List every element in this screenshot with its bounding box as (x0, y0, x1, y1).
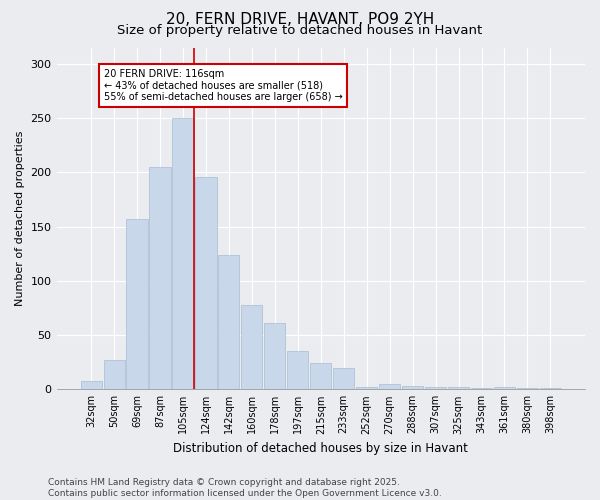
Bar (196, 176, 217, 390)
Text: Contains HM Land Registry data © Crown copyright and database right 2025.
Contai: Contains HM Land Registry data © Crown c… (48, 478, 442, 498)
Bar (218, 255, 239, 390)
Y-axis label: Number of detached properties: Number of detached properties (15, 130, 25, 306)
Bar (264, 323, 286, 390)
Bar (425, 387, 446, 390)
Text: 20 FERN DRIVE: 116sqm
← 43% of detached houses are smaller (518)
55% of semi-det: 20 FERN DRIVE: 116sqm ← 43% of detached … (104, 69, 343, 102)
Text: Size of property relative to detached houses in Havant: Size of property relative to detached ho… (118, 24, 482, 37)
Bar (402, 386, 423, 390)
Bar (310, 364, 331, 390)
Bar (127, 219, 148, 390)
Bar (80, 380, 101, 390)
Bar (241, 304, 262, 390)
Bar (356, 387, 377, 390)
Bar (104, 360, 125, 390)
Bar (471, 388, 492, 390)
Bar (287, 352, 308, 390)
X-axis label: Distribution of detached houses by size in Havant: Distribution of detached houses by size … (173, 442, 468, 455)
Bar (333, 368, 354, 390)
Bar (149, 167, 170, 390)
Text: 20, FERN DRIVE, HAVANT, PO9 2YH: 20, FERN DRIVE, HAVANT, PO9 2YH (166, 12, 434, 28)
Bar (517, 388, 538, 390)
Bar (494, 387, 515, 390)
Bar (172, 118, 194, 390)
Bar (448, 387, 469, 390)
Bar (379, 384, 400, 390)
Bar (540, 388, 561, 390)
